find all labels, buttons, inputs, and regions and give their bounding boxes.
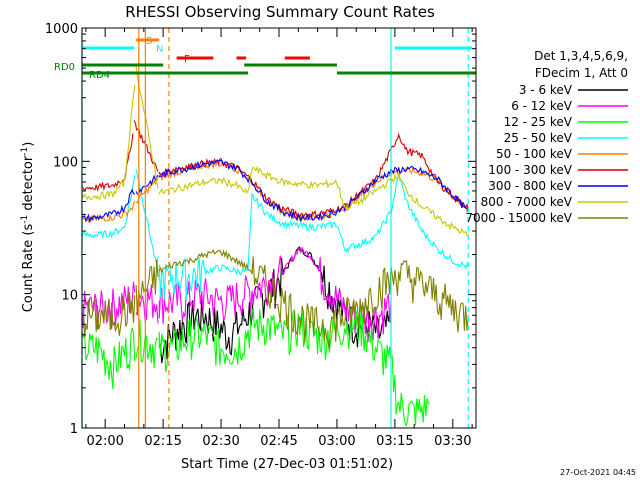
chart-title: RHESSI Observing Summary Count Rates [125, 3, 435, 21]
x-tick-label-0: 02:00 [86, 434, 123, 449]
legend-entry-label-8: 7000 - 15000 keV [465, 211, 572, 225]
series-line-2 [81, 307, 430, 427]
y-tick-label-2: 100 [53, 155, 78, 170]
legend-entry-label-7: 800 - 7000 keV [481, 195, 573, 209]
flare-flag-label: F [184, 54, 190, 65]
series-line-8 [82, 248, 469, 349]
legend-entry-label-6: 300 - 800 keV [488, 179, 572, 193]
series-line-6 [81, 159, 469, 224]
legend-entry-label-5: 100 - 300 keV [488, 163, 572, 177]
y-axis-label: Count Rate (s-1 detector-1) [20, 142, 36, 313]
saa-flag-label: S [146, 36, 152, 47]
y-tick-label-3: 1000 [45, 22, 78, 37]
legend-header-1: Det 1,3,4,5,6,9, [534, 49, 628, 63]
x-tick-label-2: 02:30 [202, 434, 239, 449]
x-tick-label-5: 03:15 [376, 434, 413, 449]
y-tick-label-0: 1 [70, 422, 78, 437]
night-flag-label: N [156, 44, 163, 55]
plot-frame [81, 27, 477, 429]
generation-timestamp: 27-Oct-2021 04:45 [560, 468, 636, 477]
rd0-label: RD0 [54, 62, 75, 73]
x-tick-label-6: 03:30 [434, 434, 471, 449]
legend-entry-label-2: 12 - 25 keV [504, 115, 573, 129]
x-axis-label: Start Time (27-Dec-03 01:51:02) [181, 457, 393, 472]
x-tick-label-4: 03:00 [318, 434, 355, 449]
legend-entry-label-4: 50 - 100 keV [496, 147, 573, 161]
series-line-7 [81, 66, 469, 236]
series-line-4 [81, 159, 469, 224]
legend-entry-label-0: 3 - 6 keV [519, 83, 573, 97]
series-line-3 [81, 169, 469, 300]
plot-area: SN F RD0 RD4 1 10 100 1000 02:00 02:15 02:30 02:45 0… [45, 22, 477, 449]
legend-entry-label-1: 6 - 12 keV [511, 99, 573, 113]
rd4-label: RD4 [89, 70, 110, 81]
x-tick-label-1: 02:15 [144, 434, 181, 449]
y-tick-label-1: 10 [61, 289, 78, 304]
legend-header-2: FDecim 1, Att 0 [535, 66, 628, 80]
x-tick-label-3: 02:45 [260, 434, 297, 449]
legend: Det 1,3,4,5,6,9, FDecim 1, Att 0 3 - 6 k… [465, 49, 628, 225]
series-line-0 [158, 246, 392, 364]
legend-entry-label-3: 25 - 50 keV [504, 131, 573, 145]
